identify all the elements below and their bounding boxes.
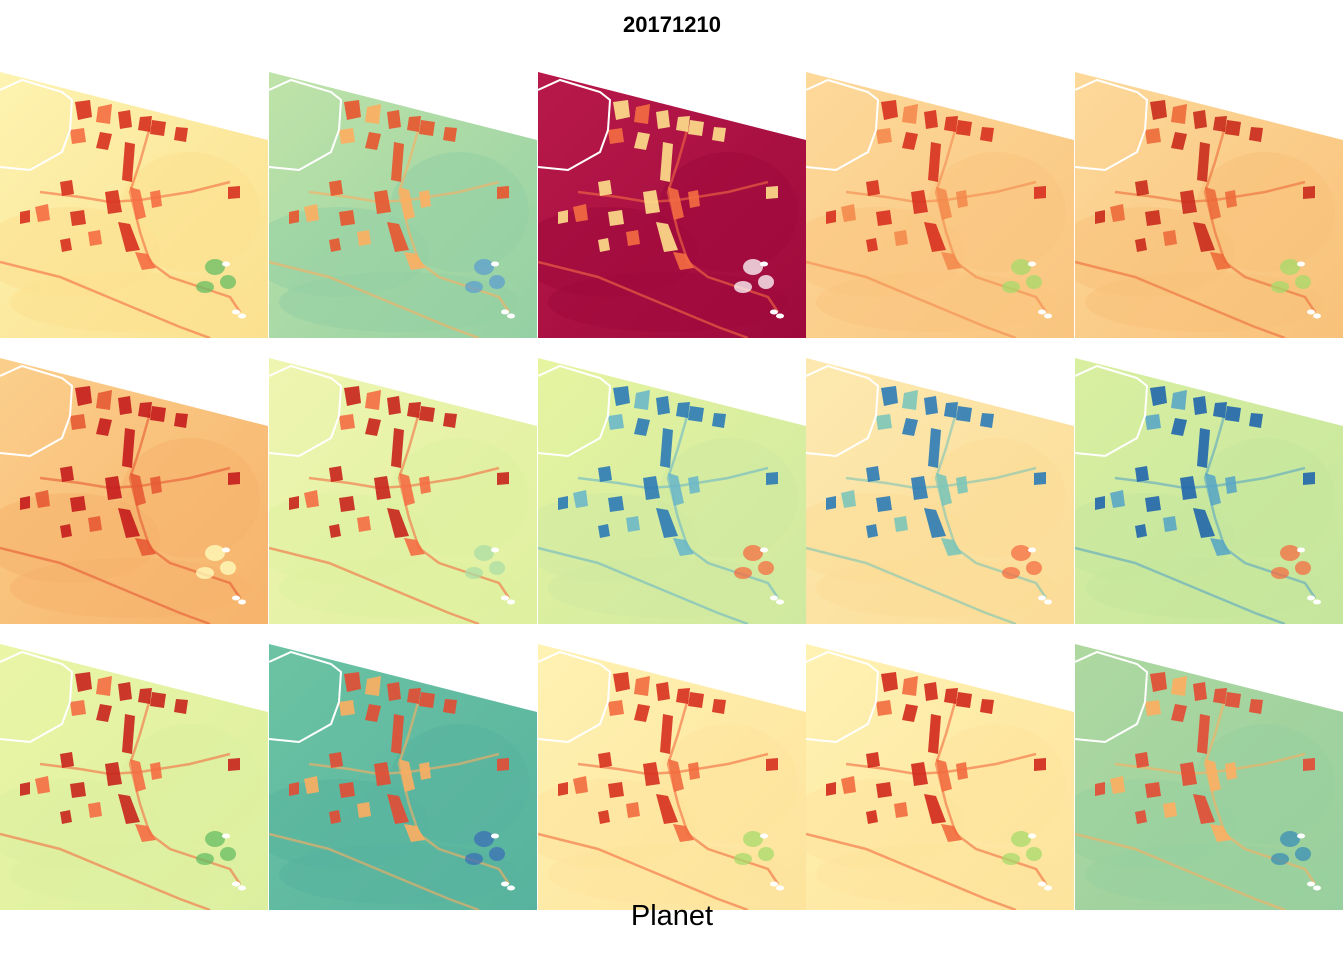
boundary-outline (0, 78, 74, 172)
boundary-outline (806, 650, 880, 744)
raster-panel-8 (538, 358, 806, 624)
boundary-outline (806, 78, 880, 172)
boundary-outline (0, 364, 74, 458)
raster-panel-14 (806, 644, 1074, 910)
figure-caption: Planet (630, 900, 714, 932)
boundary-outline (269, 78, 343, 172)
raster-panel-2 (269, 72, 537, 338)
raster-panel-10 (1075, 358, 1343, 624)
raster-panel-13 (538, 644, 806, 910)
boundary-outline (1075, 650, 1149, 744)
boundary-outline (269, 364, 343, 458)
boundary-outline (538, 364, 612, 458)
raster-panel-1 (0, 72, 268, 338)
boundary-outline (269, 650, 343, 744)
boundary-outline (538, 78, 612, 172)
raster-panel-6 (0, 358, 268, 624)
panel-grid (0, 72, 1344, 910)
raster-panel-4 (806, 72, 1074, 338)
boundary-outline (806, 364, 880, 458)
raster-panel-11 (0, 644, 268, 910)
raster-panel-15 (1075, 644, 1343, 910)
raster-panel-12 (269, 644, 537, 910)
boundary-outline (1075, 78, 1149, 172)
boundary-outline (538, 650, 612, 744)
raster-panel-9 (806, 358, 1074, 624)
figure-title: 20171210 (623, 12, 721, 37)
boundary-outline (0, 650, 74, 744)
raster-panel-7 (269, 358, 537, 624)
boundary-outline (1075, 364, 1149, 458)
raster-panel-5 (1075, 72, 1343, 338)
raster-panel-3 (538, 72, 806, 338)
